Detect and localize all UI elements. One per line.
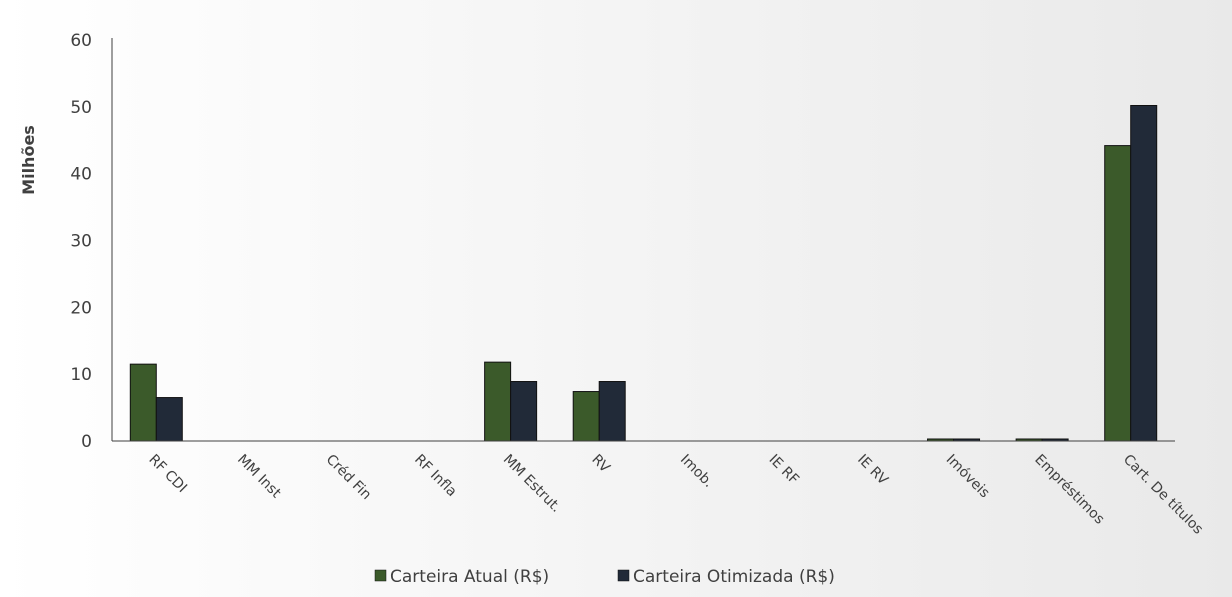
legend: Carteira Atual (R$) Carteira Otimizada (R… <box>374 567 835 587</box>
y-axis-label: Milhões <box>19 125 38 195</box>
bar-atual <box>572 391 600 442</box>
legend-swatch <box>374 569 387 582</box>
y-tick-label: 20 <box>70 298 92 318</box>
legend-swatch <box>617 569 630 582</box>
bar-otimizada <box>155 397 183 442</box>
bar-atual <box>129 363 157 442</box>
y-axis-ticks: 0 10 20 30 40 50 60 <box>70 31 92 452</box>
bar-atual <box>484 361 512 442</box>
y-tick-label: 0 <box>81 432 92 452</box>
y-tick-label: 30 <box>70 232 92 252</box>
bar-otimizada <box>598 381 626 442</box>
bar-atual <box>1104 145 1132 442</box>
bars <box>129 104 1158 442</box>
y-tick-label: 40 <box>70 165 92 185</box>
y-tick-label: 10 <box>70 365 92 385</box>
y-tick-label: 60 <box>70 31 92 51</box>
bar-otimizada <box>510 381 538 442</box>
legend-label: Carteira Otimizada (R$) <box>633 567 835 587</box>
y-tick-label: 50 <box>70 98 92 118</box>
bar-otimizada <box>1130 104 1158 442</box>
legend-label: Carteira Atual (R$) <box>390 567 549 587</box>
